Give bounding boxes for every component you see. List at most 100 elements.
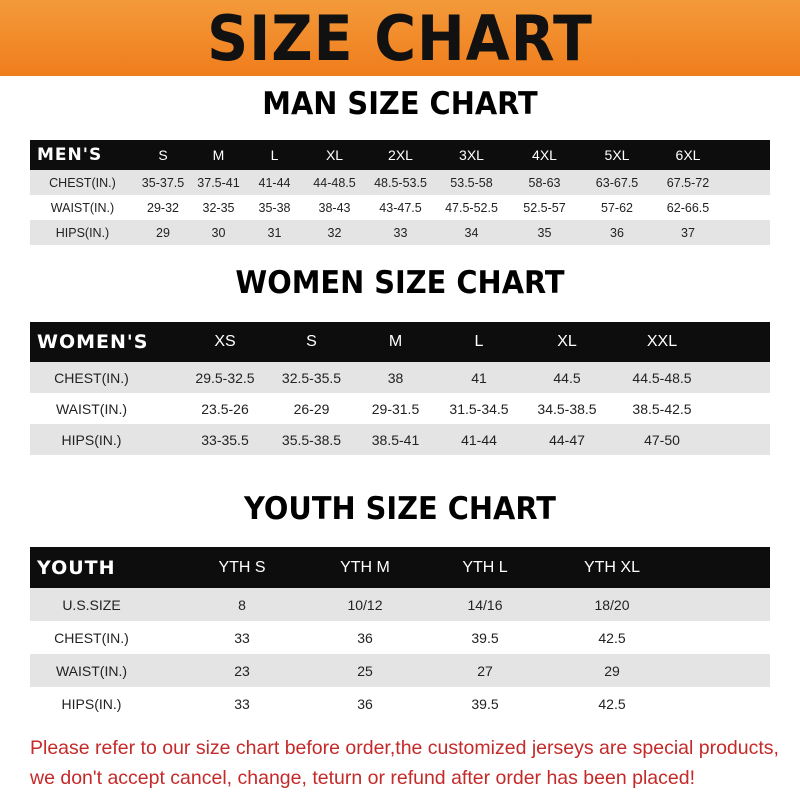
measurement-value: 36 xyxy=(357,695,373,712)
measurement-value: 41-44 xyxy=(258,175,291,190)
size-header-cell: 4XL xyxy=(532,147,557,163)
measurement-value: 10/12 xyxy=(347,596,383,613)
measurement-value: 32 xyxy=(327,225,342,240)
measurement-value: 29 xyxy=(156,225,170,240)
size-header-cell: XL xyxy=(325,147,344,163)
table-row: CHEST(IN.) 35-37.5 37.5-41 41-44 44-48.5 48.5… xyxy=(30,170,770,195)
table-header-label: WOMEN'S xyxy=(37,331,149,353)
measurement-label: HIPS(IN.) xyxy=(61,431,122,448)
table-row: CHEST(IN.) 29.5-32.5 32.5-35.5 38 41 44.5 44.5… xyxy=(30,362,770,393)
measurement-value: 23 xyxy=(234,662,250,679)
measurement-value: 31 xyxy=(267,225,282,240)
measurement-value: 44-47 xyxy=(549,431,585,448)
notice-line-2: we don't accept cancel, change, teturn o… xyxy=(30,767,695,789)
size-header-cell: YTH M xyxy=(340,558,390,576)
table-row: HIPS(IN.) 33-35.5 35.5-38.5 38.5-41 41-44 44-… xyxy=(30,424,770,455)
notice-line-1: Please refer to our size chart before or… xyxy=(30,737,779,759)
size-header-cell: M xyxy=(388,333,403,350)
size-header-cell: YTH L xyxy=(462,558,508,576)
size-header-cell: YTH XL xyxy=(583,558,640,576)
measurement-value: 39.5 xyxy=(471,695,499,712)
size-header-cell: M xyxy=(212,147,225,163)
measurement-value: 26-29 xyxy=(293,400,330,417)
size-header-cell: 2XL xyxy=(388,147,413,163)
measurement-label: CHEST(IN.) xyxy=(54,369,129,386)
table-row: WAIST(IN.) 23.5-26 26-29 29-31.5 31.5-34.5 34… xyxy=(30,393,770,424)
table-header-label: YOUTH xyxy=(37,556,116,579)
men-size-table: MEN'S S M L XL 2XL 3XL 4XL 5XL 6XL CHEST(IN.) 35-37… xyxy=(30,140,770,245)
measurement-value: 37 xyxy=(681,225,695,240)
size-header-cell: S xyxy=(158,147,168,163)
women-size-table: WOMEN'S XS S M L XL XXL CHEST(IN.) 29.5-32.5 32.5… xyxy=(30,322,770,455)
measurement-value: 35-38 xyxy=(258,200,291,215)
measurement-value: 44-48.5 xyxy=(313,175,356,190)
measurement-value: 32-35 xyxy=(202,200,235,215)
measurement-label: U.S.SIZE xyxy=(62,596,121,613)
size-header-cell: L xyxy=(474,333,484,350)
table-row: U.S.SIZE 8 10/12 14/16 18/20 xyxy=(30,588,770,621)
measurement-value: 33 xyxy=(393,225,408,240)
measurement-value: 29-32 xyxy=(147,200,179,215)
measurement-value: 42.5 xyxy=(598,695,626,712)
measurement-label: WAIST(IN.) xyxy=(55,662,128,679)
measurement-value: 44.5 xyxy=(553,369,581,386)
table-row: WAIST(IN.) 29-32 32-35 35-38 38-43 43-47.5 47.… xyxy=(30,195,770,220)
size-header-cell: 3XL xyxy=(459,147,484,163)
measurement-value: 33 xyxy=(234,629,250,646)
measurement-value: 30 xyxy=(211,225,226,240)
measurement-value: 48.5-53.5 xyxy=(374,175,427,190)
measurement-value: 44.5-48.5 xyxy=(632,369,692,386)
youth-size-table: YOUTH YTH S YTH M YTH L YTH XL U.S.SIZE 8 10/12… xyxy=(30,547,770,720)
measurement-value: 35 xyxy=(537,225,552,240)
measurement-value: 25 xyxy=(357,662,373,679)
table-header-row: YOUTH YTH S YTH M YTH L YTH XL xyxy=(30,547,770,588)
measurement-value: 38.5-42.5 xyxy=(632,400,692,417)
measurement-label: HIPS(IN.) xyxy=(61,695,122,712)
measurement-value: 42.5 xyxy=(598,629,626,646)
table-header-label: MEN'S xyxy=(37,145,103,165)
measurement-value: 57-62 xyxy=(601,200,633,215)
table-header-row: WOMEN'S XS S M L XL XXL xyxy=(30,322,770,362)
measurement-value: 38.5-41 xyxy=(371,431,420,448)
measurement-value: 34 xyxy=(464,225,479,240)
table-row: HIPS(IN.) 29 30 31 32 33 34 35 36 37 xyxy=(30,220,770,245)
size-header-cell: S xyxy=(306,333,317,350)
measurement-value: 67.5-72 xyxy=(666,175,710,190)
measurement-value: 53.5-58 xyxy=(450,175,493,190)
measurement-value: 47.5-52.5 xyxy=(445,200,498,215)
size-header-cell: YTH S xyxy=(218,558,266,576)
table-row: HIPS(IN.) 33 36 39.5 42.5 xyxy=(30,687,770,720)
measurement-value: 18/20 xyxy=(594,596,630,613)
measurement-value: 35.5-38.5 xyxy=(281,431,342,448)
banner-title: SIZE CHART xyxy=(207,2,593,75)
table-header-row: MEN'S S M L XL 2XL 3XL 4XL 5XL 6XL xyxy=(30,140,770,170)
measurement-value: 8 xyxy=(238,596,246,613)
measurement-value: 29-31.5 xyxy=(371,400,420,417)
table-row: WAIST(IN.) 23 25 27 29 xyxy=(30,654,770,687)
measurement-label: CHEST(IN.) xyxy=(54,629,129,646)
measurement-value: 43-47.5 xyxy=(379,200,422,215)
measurement-value: 36 xyxy=(357,629,373,646)
measurement-label: CHEST(IN.) xyxy=(49,175,116,190)
measurement-value: 14/16 xyxy=(467,596,503,613)
measurement-label: HIPS(IN.) xyxy=(55,225,110,240)
measurement-value: 41-44 xyxy=(461,431,497,448)
measurement-value: 33 xyxy=(234,695,250,712)
measurement-value: 29.5-32.5 xyxy=(195,369,255,386)
size-header-cell: L xyxy=(270,147,279,163)
measurement-value: 32.5-35.5 xyxy=(281,369,342,386)
measurement-value: 35-37.5 xyxy=(141,175,185,190)
measurement-value: 38 xyxy=(387,369,404,386)
men-section-title: MAN SIZE CHART xyxy=(262,86,538,122)
size-header-cell: 6XL xyxy=(675,147,701,163)
measurement-value: 36 xyxy=(610,225,624,240)
measurement-value: 58-63 xyxy=(528,175,561,190)
measurement-value: 38-43 xyxy=(318,200,351,215)
measurement-value: 23.5-26 xyxy=(201,400,249,417)
measurement-value: 33-35.5 xyxy=(201,431,249,448)
measurement-value: 37.5-41 xyxy=(197,175,240,190)
size-header-cell: 5XL xyxy=(604,147,630,163)
measurement-value: 39.5 xyxy=(471,629,499,646)
measurement-value: 27 xyxy=(477,662,493,679)
measurement-value: 47-50 xyxy=(644,431,680,448)
